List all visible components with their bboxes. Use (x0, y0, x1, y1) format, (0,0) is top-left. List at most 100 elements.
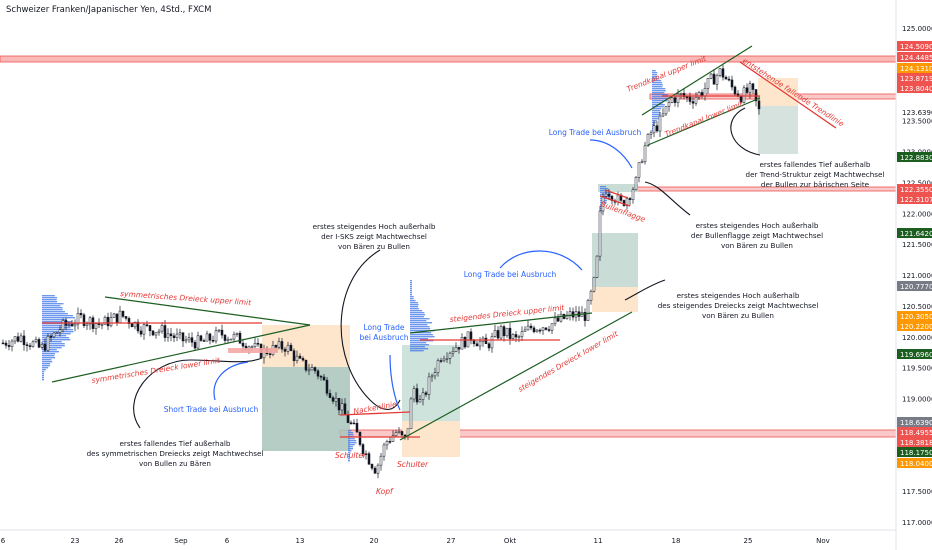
price-tag-label: 123.8040 (900, 85, 932, 93)
candle-body (340, 403, 344, 411)
trend-channel-upper (641, 45, 753, 116)
candle-body (136, 321, 140, 332)
candle-body (607, 193, 611, 197)
volume-profile-bar (42, 357, 56, 359)
volume-profile-bar (600, 206, 603, 208)
candle-body (646, 133, 650, 147)
candle-body (181, 332, 185, 342)
price-tag-label: 124.4485 (900, 54, 932, 62)
price-tag (897, 228, 932, 238)
candle-body (535, 329, 539, 333)
volume-profile-bar (348, 434, 354, 436)
resistance-band-top (0, 55, 897, 63)
candle-body (547, 329, 551, 331)
candle-body (67, 324, 71, 326)
candle-body (304, 359, 308, 371)
candle-body (382, 444, 386, 457)
note-flag-line-1: erstes steigendes Hoch außerhalb (696, 221, 819, 230)
note-trend-line-1: erstes fallendes Tief außerhalb (760, 160, 871, 169)
volume-profile-bar (652, 92, 665, 94)
price-tag (897, 458, 932, 468)
long-trade-flag-label: Long Trade bei Ausbruch (549, 128, 642, 137)
candle-body (325, 379, 329, 394)
candle-body (598, 210, 602, 257)
short-trade-label: Short Trade bei Ausbruch (164, 405, 259, 414)
candle-body (457, 347, 461, 350)
volume-profile-bar (652, 110, 661, 112)
price-tag-label: 121.6420 (900, 230, 932, 238)
arrow-flag-curve (644, 181, 691, 216)
price-tag-label: 120.2200 (900, 323, 932, 331)
candle-body (142, 324, 146, 335)
candle-body (745, 87, 749, 93)
price-tag-label: 118.4955 (900, 429, 932, 437)
candle-body (337, 397, 341, 411)
price-tick-label: 123.5000 (902, 118, 932, 126)
rising-upper-label: steigendes Dreieck upper limit (449, 303, 566, 324)
candle-body (511, 334, 515, 339)
volume-profile-bar (42, 301, 58, 303)
volume-profile-bar (410, 344, 430, 346)
candle-body (667, 102, 671, 107)
left-shoulder-label: Schulter (335, 451, 367, 460)
volume-profile-bar (348, 442, 357, 444)
price-tag (897, 63, 932, 73)
candle-body (124, 316, 128, 319)
candle-body (4, 342, 8, 346)
candle-body (622, 200, 626, 206)
volume-profile-bar (410, 314, 426, 316)
price-tag (897, 311, 932, 321)
arrow-long-rising (499, 250, 583, 271)
candle-body (538, 329, 542, 332)
long-trade-isks-label-1: Long Trade (363, 323, 404, 332)
volume-profile-bar (42, 369, 46, 371)
volume-profile-bar (42, 337, 70, 339)
volume-profile-bar (410, 334, 433, 336)
bull-flag-line-2 (604, 189, 629, 199)
candle-body (292, 350, 296, 362)
candle-body (319, 375, 323, 378)
candle-body (748, 83, 752, 93)
candle-body (49, 336, 53, 338)
volume-profile-bar (348, 458, 350, 460)
candle-body (445, 358, 449, 360)
candle-body (640, 161, 644, 164)
volume-profile-bar (410, 286, 412, 288)
volume-profile-bar (42, 341, 62, 343)
candle-body (400, 431, 404, 436)
volume-profile-bar (42, 327, 71, 329)
candle-body (100, 324, 104, 326)
volume-profile-bar (42, 377, 44, 379)
price-tick-label: 120.0000 (902, 334, 932, 342)
volume-profile-bar (410, 322, 433, 324)
candle-body (616, 194, 620, 203)
price-tag (897, 321, 932, 331)
volume-profile-bar (42, 315, 74, 317)
volume-profile-bar (410, 304, 419, 306)
candle-body (253, 342, 257, 347)
price-tick-label: 122.0000 (902, 210, 932, 218)
candle-body (652, 125, 656, 134)
volume-profile-bar (348, 446, 353, 448)
candle-body (433, 372, 437, 377)
price-tick-label: 119.0000 (902, 396, 932, 404)
candle-body (517, 336, 521, 338)
volume-profile-bar (42, 353, 56, 355)
volume-profile-bar (348, 452, 351, 454)
price-tag-label: 122.3107 (900, 196, 932, 204)
price-tag-label: 122.8830 (900, 154, 932, 162)
candle-body (115, 313, 119, 323)
candle-body (388, 441, 392, 443)
volume-profile-bar (410, 280, 412, 282)
candle-body (199, 335, 203, 341)
volume-profile-bar (410, 348, 429, 350)
volume-profile-bar (410, 300, 416, 302)
volume-profile-bar (410, 316, 424, 318)
volume-profile-bar (42, 349, 57, 351)
candle-body (298, 355, 302, 359)
candle-body (499, 326, 503, 339)
note-rising-line-1: erstes steigendes Hoch außerhalb (677, 291, 800, 300)
candle-body (397, 431, 401, 433)
volume-profile-bar (410, 324, 428, 326)
